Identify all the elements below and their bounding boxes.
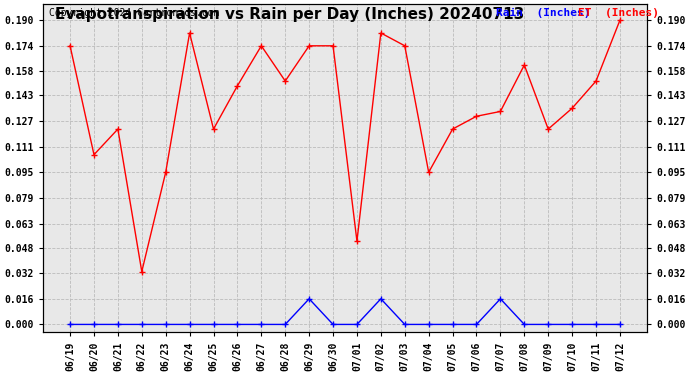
Text: Rain  (Inches): Rain (Inches): [495, 8, 590, 18]
Text: Copyright 2024 Cartronics.com: Copyright 2024 Cartronics.com: [50, 8, 220, 18]
Text: ET  (Inches): ET (Inches): [578, 8, 660, 18]
Text: Evapotranspiration vs Rain per Day (Inches) 20240713: Evapotranspiration vs Rain per Day (Inch…: [55, 8, 524, 22]
